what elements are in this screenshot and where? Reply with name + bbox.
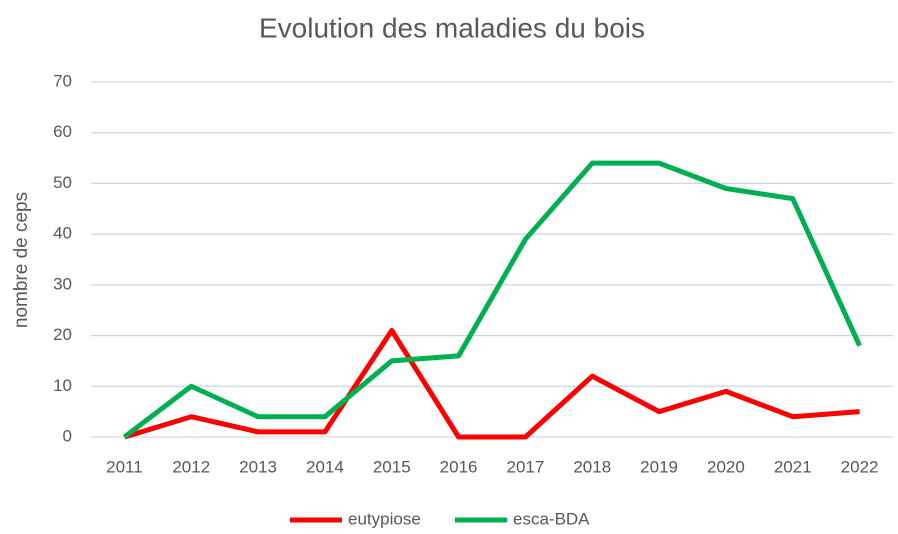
legend-label: eutypiose (348, 509, 421, 528)
y-axis-label: nombre de ceps (11, 192, 32, 328)
x-tick-label: 2012 (172, 457, 210, 476)
y-tick-label: 70 (53, 71, 72, 90)
legend-label: esca-BDA (513, 509, 590, 528)
x-tick-label: 2015 (373, 457, 411, 476)
x-tick-label: 2017 (507, 457, 545, 476)
chart-title: Evolution des maladies du bois (259, 12, 645, 43)
y-tick-label: 30 (53, 274, 72, 293)
x-tick-label: 2021 (774, 457, 812, 476)
x-tick-label: 2022 (841, 457, 879, 476)
y-tick-label: 0 (63, 426, 72, 445)
x-tick-label: 2020 (707, 457, 745, 476)
x-tick-label: 2011 (106, 457, 143, 476)
x-tick-label: 2016 (440, 457, 478, 476)
series-line (122, 160, 862, 439)
y-tick-label: 50 (53, 173, 72, 192)
x-tick-label: 2018 (573, 457, 611, 476)
x-tick-label: 2019 (640, 457, 678, 476)
x-tick-label: 2013 (239, 457, 277, 476)
y-tick-label: 60 (53, 122, 72, 141)
y-tick-label: 40 (53, 224, 72, 243)
x-tick-label: 2014 (306, 457, 344, 476)
series-line (123, 328, 860, 440)
y-tick-label: 20 (53, 325, 72, 344)
y-tick-label: 10 (53, 376, 72, 395)
